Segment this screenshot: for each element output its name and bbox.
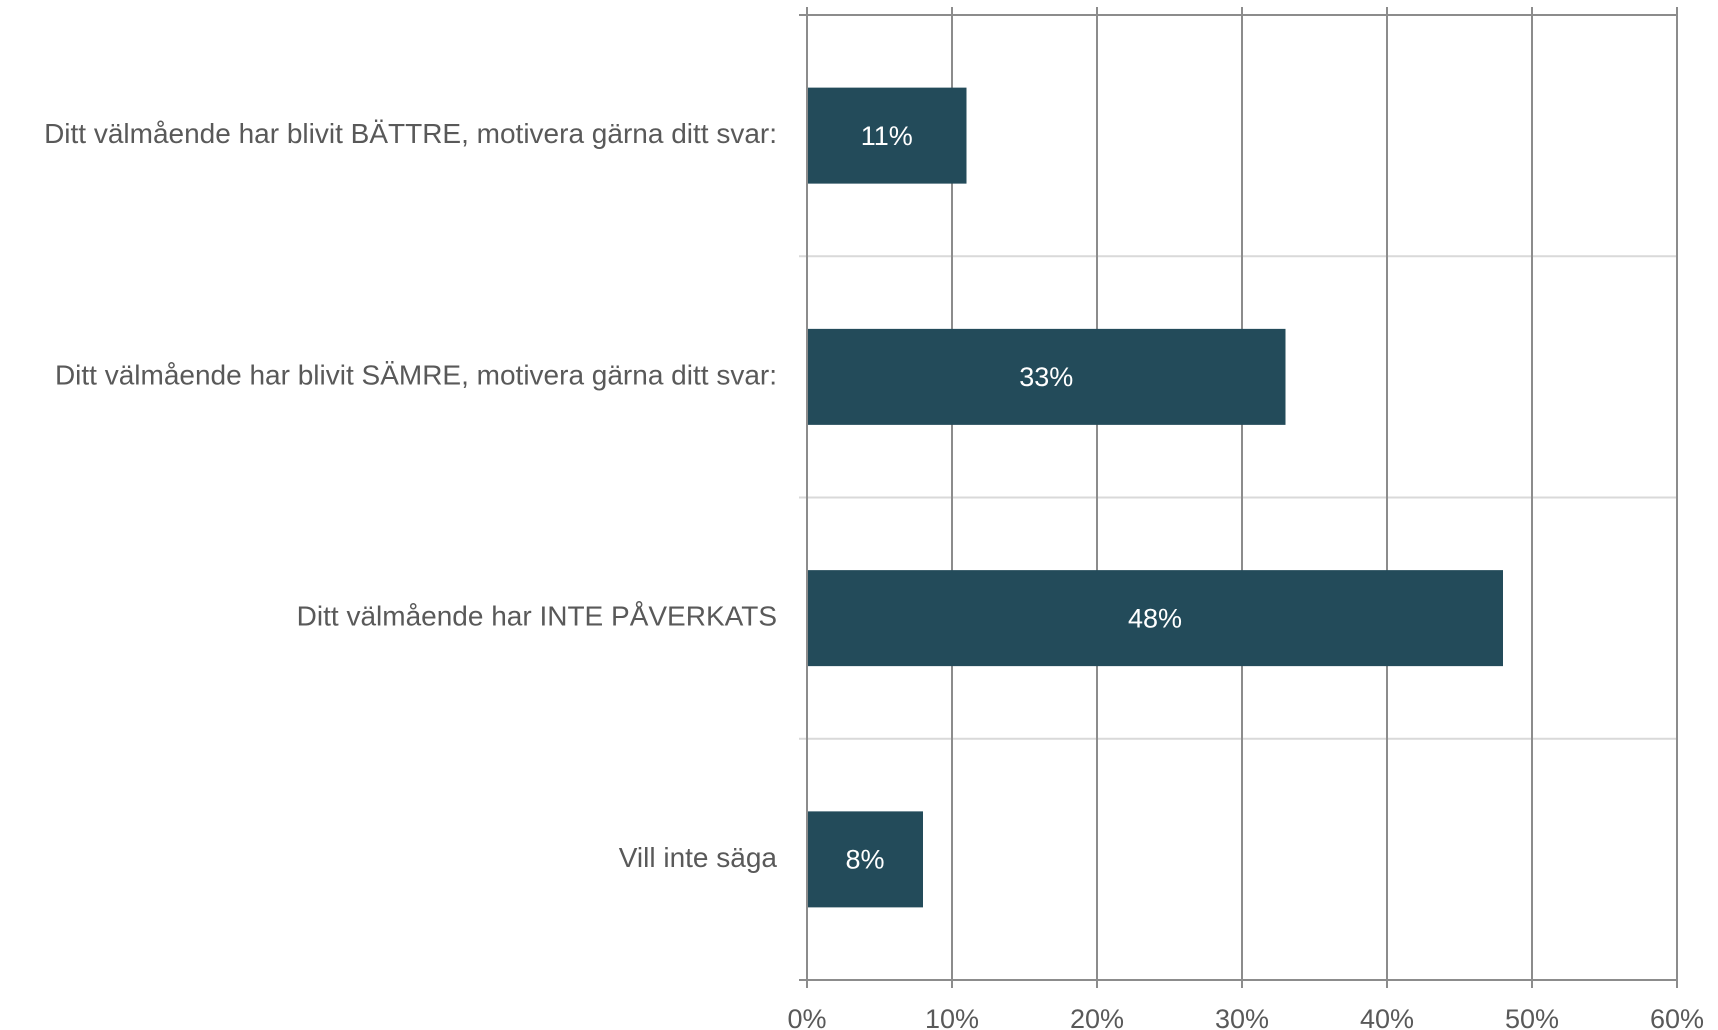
data-label: 11%	[861, 121, 913, 151]
y-tick-label: Ditt välmående har INTE PÅVERKATS	[297, 601, 777, 632]
y-tick-label: Ditt välmående har blivit SÄMRE, motiver…	[55, 359, 777, 390]
x-tick-label: 30%	[1215, 1004, 1269, 1030]
bar	[807, 328, 1286, 425]
data-label: 48%	[1128, 603, 1182, 633]
x-tick-label: 50%	[1505, 1004, 1559, 1030]
bar	[807, 570, 1503, 667]
x-tick-label: 10%	[925, 1004, 979, 1030]
x-tick-label: 60%	[1650, 1004, 1704, 1030]
y-tick-label: Ditt välmående har blivit BÄTTRE, motive…	[44, 118, 777, 149]
bar	[807, 811, 923, 908]
bar	[807, 87, 967, 184]
x-tick-label: 40%	[1360, 1004, 1414, 1030]
data-label: 33%	[1019, 362, 1073, 392]
x-tick-label: 0%	[787, 1004, 826, 1030]
x-tick-label: 20%	[1070, 1004, 1124, 1030]
data-label: 8%	[845, 845, 884, 875]
y-tick-label: Vill inte säga	[619, 842, 778, 873]
